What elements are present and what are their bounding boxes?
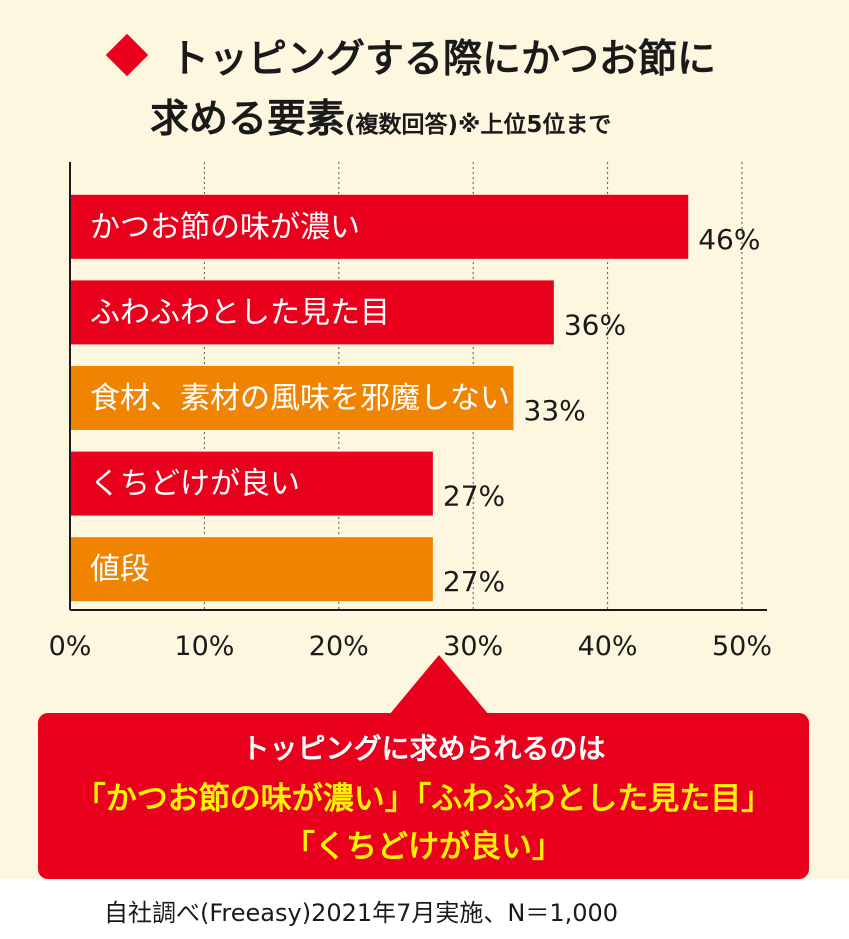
tick-label-20: 20% [309, 631, 369, 662]
bar-label-2: 食材、素材の風味を邪魔しない [90, 381, 510, 416]
bar-label-3: くちどけが良い [90, 467, 300, 502]
bar-label-4: 値段 [90, 552, 150, 587]
callout-line-2: 「かつお節の味が濃い」「ふわふわとした見た目」 [74, 781, 773, 817]
tick-label-0: 0% [49, 631, 92, 662]
tick-labels: 0% 10% 20% 30% 40% 50% [49, 631, 772, 662]
diamond-bullet-icon [105, 33, 149, 77]
bar-3 [70, 451, 433, 516]
title-main: 求める要素 [150, 97, 346, 142]
value-label-0: 46% [698, 223, 760, 256]
bar-chart: かつお節の味が濃い 46% ふわふわとした見た目 36% 食材、素材の風味を邪魔しない 3… [49, 162, 772, 662]
bar-label-0: かつお節の味が濃い [90, 210, 360, 245]
tick-label-10: 10% [174, 631, 234, 662]
chart-title: トッピングする際にかつお節に 求める要素(複数回答)※上位5位まで [0, 0, 849, 160]
value-label-3: 27% [443, 480, 505, 513]
axes [69, 162, 767, 611]
title-note: (複数回答)※上位5位まで [345, 112, 612, 138]
title-line-1: トッピングする際にかつお節に [170, 37, 717, 82]
callout-arrow [389, 655, 489, 715]
bar-label-1: ふわふわとした見た目 [90, 295, 390, 330]
callout-box: トッピングに求められるのは 「かつお節の味が濃い」「ふわふわとした見た目」 「く… [38, 713, 809, 879]
source-band [0, 879, 849, 939]
callout-line-1: トッピングに求められるのは [241, 732, 606, 765]
value-label-4: 27% [443, 565, 505, 598]
callout-line-3: 「くちどけが良い」 [284, 829, 563, 865]
bar-0 [70, 194, 689, 259]
bar-2 [70, 366, 514, 430]
value-label-1: 36% [564, 308, 626, 341]
tick-label-40: 40% [578, 631, 638, 662]
bar-4 [70, 537, 433, 602]
bar-1 [70, 280, 554, 345]
title-line-2: 求める要素(複数回答)※上位5位まで [150, 88, 611, 144]
bars: かつお節の味が濃い 46% ふわふわとした見た目 36% 食材、素材の風味を邪魔しない 3… [70, 194, 760, 602]
value-label-2: 33% [524, 394, 586, 427]
source-note: 自社調べ(Freeasy)2021年7月実施、N＝1,000 [104, 899, 619, 927]
tick-label-50: 50% [712, 631, 772, 662]
